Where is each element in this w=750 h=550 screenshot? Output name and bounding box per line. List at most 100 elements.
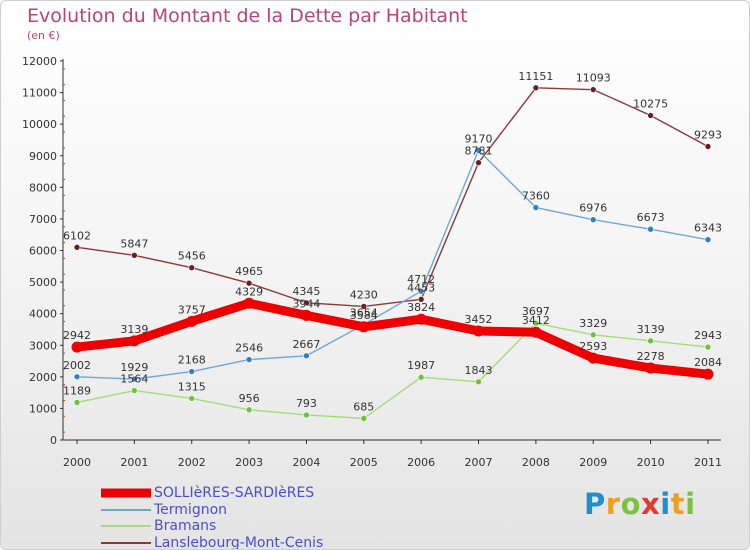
y-tick-label: 0 (50, 434, 57, 447)
data-label: 9170 (465, 132, 493, 145)
legend-label: Lanslebourg-Mont-Cenis (154, 534, 324, 550)
data-label: 793 (296, 397, 317, 410)
data-point (532, 319, 540, 327)
x-tick-label: 2005 (350, 456, 378, 469)
data-point (300, 309, 312, 321)
data-label: 1189 (63, 384, 91, 397)
data-label: 4712 (407, 273, 435, 286)
y-tick-label: 4000 (29, 308, 57, 321)
data-point (358, 321, 370, 333)
data-point (530, 326, 542, 338)
series-line (76, 149, 709, 380)
legend-swatch (101, 508, 151, 511)
series-line (72, 298, 713, 379)
x-tick-label: 2010 (637, 456, 665, 469)
chart-title: Evolution du Montant de la Dette par Hab… (27, 5, 468, 27)
logo-letter: P (584, 487, 606, 521)
data-point (475, 159, 482, 166)
data-point (417, 373, 425, 381)
x-tick-label: 2004 (292, 456, 320, 469)
legend-swatch (101, 541, 151, 544)
data-label: 6976 (579, 202, 607, 215)
data-point (702, 368, 714, 380)
data-point (303, 299, 310, 307)
x-tick-label: 2008 (522, 456, 550, 469)
x-tick-label: 2011 (694, 456, 722, 469)
logo-letter: o (620, 487, 642, 521)
data-label: 3412 (522, 314, 550, 327)
y-tick-label: 12000 (22, 55, 57, 68)
data-label: 4453 (407, 281, 435, 294)
data-label: 1564 (120, 373, 148, 386)
data-point (704, 143, 712, 150)
logo-letter: i (685, 487, 696, 521)
x-tick-label: 2002 (178, 456, 206, 469)
data-point (475, 378, 482, 386)
data-label: 11151 (518, 70, 553, 83)
legend-label: SOLLIèRES-SARDIèRES (154, 485, 315, 501)
data-label: 1843 (465, 364, 493, 377)
proxiti-logo: Proxiti (584, 487, 696, 521)
data-point (73, 243, 81, 251)
data-point (704, 343, 712, 351)
legend-label: Bramans (154, 518, 217, 534)
x-tick-label: 2000 (63, 456, 91, 469)
data-label: 2942 (63, 329, 91, 342)
data-point (360, 303, 368, 310)
data-point (188, 264, 196, 271)
axes: 0 1000 2000 3000 4000 5000 6000 7000 8000 9000 100… (22, 55, 722, 469)
data-point (131, 252, 138, 259)
x-tick-label: 2006 (407, 456, 435, 469)
data-point (131, 375, 138, 383)
data-point (589, 331, 597, 339)
series-lines (72, 87, 713, 420)
data-point (647, 225, 654, 233)
data-label: 5456 (178, 250, 206, 263)
data-label: 3697 (522, 305, 550, 318)
data-point (532, 84, 540, 92)
data-label: 5847 (120, 237, 148, 250)
data-label: 6343 (694, 222, 722, 235)
x-tick-label: 2007 (465, 456, 493, 469)
data-label: 6673 (637, 211, 665, 224)
data-point (131, 387, 138, 394)
data-label: 7360 (522, 190, 550, 203)
data-point (475, 147, 482, 154)
data-point (587, 352, 599, 364)
logo-letter: r (605, 487, 621, 521)
legend-swatch (101, 488, 151, 498)
data-point (128, 335, 140, 347)
x-tick-label: 2009 (579, 456, 607, 469)
data-label: 11093 (576, 72, 611, 85)
data-label: 2084 (694, 356, 722, 369)
y-tick-label: 11000 (22, 87, 57, 100)
data-label: 2278 (637, 350, 665, 363)
data-point (417, 296, 425, 303)
data-label: 9293 (694, 128, 722, 141)
data-label: 2943 (694, 329, 722, 342)
data-point (243, 297, 255, 309)
data-label: 3452 (465, 313, 493, 326)
data-point (645, 362, 657, 374)
y-tick-label: 9000 (29, 150, 57, 163)
y-tick-label: 7000 (29, 213, 57, 226)
data-point (360, 415, 368, 422)
data-point (647, 337, 654, 345)
data-point (188, 395, 196, 402)
data-label: 4965 (235, 265, 263, 278)
data-label: 1929 (120, 361, 148, 374)
y-tick-label: 8000 (29, 181, 57, 194)
data-label: 956 (239, 392, 260, 405)
data-point (303, 352, 310, 360)
series-line (76, 322, 709, 420)
data-label: 1315 (178, 380, 206, 393)
data-point (73, 373, 81, 381)
data-label: 2593 (579, 340, 607, 353)
logo-letter: x (641, 487, 661, 521)
x-tick-label: 2003 (235, 456, 263, 469)
data-point (473, 325, 485, 337)
data-label: 2168 (178, 354, 206, 367)
series-line (76, 87, 709, 308)
